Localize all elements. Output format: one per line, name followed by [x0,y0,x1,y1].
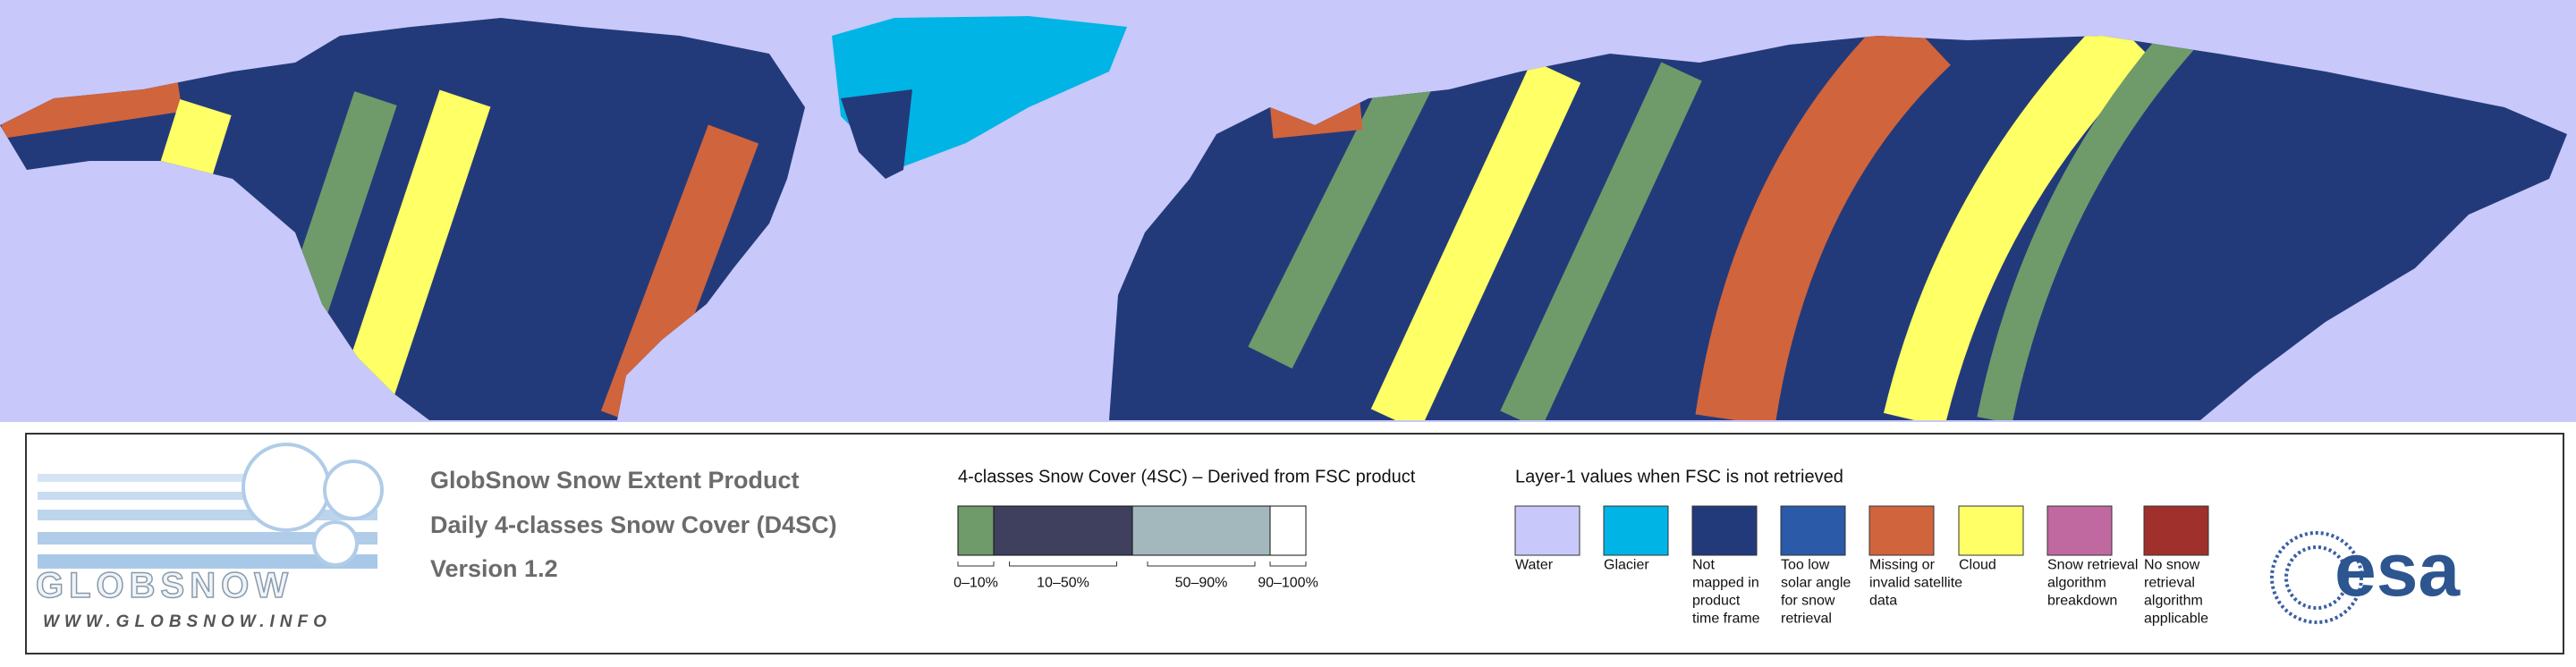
bracket [957,561,995,567]
bracket [1147,561,1256,567]
layer1-swatch [1780,505,1846,556]
snow-class-label: 10–50% [1037,575,1089,590]
layer1-swatch [1691,505,1758,556]
layer1-label: algorithm [2144,593,2203,608]
layer1-swatch [1868,505,1935,556]
globsnow-logo: GLOBSNOW WWW.GLOBSNOW.INFO [35,443,384,631]
layer1-label: breakdown [2047,593,2117,608]
snow-class-swatch [957,505,995,556]
logo-name: GLOBSNOW [36,566,293,605]
legend-panel [25,433,2564,654]
layer1-swatch [1514,505,1580,556]
greenland-swath [841,89,912,179]
snow-class-label: 90–100% [1258,575,1318,590]
layer1-title: Layer-1 values when FSC is not retrieved [1515,468,1843,487]
bracket [1269,561,1307,567]
layer1-label: Too low [1781,557,1830,572]
map [0,0,2576,422]
layer1-label: Missing or [1869,557,1936,572]
layer1-label: data [1869,593,1897,608]
layer1-label: algorithm [2047,575,2106,590]
esa-logo: esa [2270,528,2461,624]
snow-class-swatch [993,505,1133,556]
layer1-label: mapped in [1692,575,1759,590]
layer1-label: Not [1692,557,1715,572]
layer1-swatch [2046,505,2113,556]
snow-cover-legend: 0–10% 10–50% 50–90% 90–100% [953,505,1318,590]
layer1-label: Snow retrieval [2047,557,2138,572]
layer1-label: invalid satellite [1869,575,1962,590]
snow-class-label: 0–10% [953,575,998,590]
layer1-swatch [1958,505,2024,556]
layer1-label: applicable [2144,611,2208,626]
snow-class-swatch [1269,505,1307,556]
layer1-label: time frame [1692,611,1760,626]
logo-url: WWW.GLOBSNOW.INFO [43,612,332,631]
layer1-label: solar angle [1781,575,1851,590]
snow-class-label: 50–90% [1175,575,1228,590]
layer1-label: Water [1515,557,1554,572]
layer1-label: Cloud [1959,557,1996,572]
snow-class-swatch [1131,505,1271,556]
layer1-swatch [2143,505,2209,556]
layer1-label: product [1692,593,1741,608]
product-version: Version 1.2 [430,555,558,582]
layer1-label: for snow [1781,593,1835,608]
layer1-label: retrieval [2144,575,2195,590]
layer1-label: retrieval [1781,611,1832,626]
esa-text: esa [2334,528,2461,612]
layer1-label: Glacier [1604,557,1649,572]
snow-cover-title: 4-classes Snow Cover (4SC) – Derived fro… [958,468,1416,487]
bracket [1009,561,1117,567]
product-subtitle: Daily 4-classes Snow Cover (D4SC) [430,511,837,538]
layer1-label: No snow [2144,557,2200,572]
layer1-legend: Water Glacier Not mapped in product time fram… [1514,505,2209,626]
layer1-swatch [1603,505,1669,556]
product-title: GlobSnow Snow Extent Product [430,467,800,494]
